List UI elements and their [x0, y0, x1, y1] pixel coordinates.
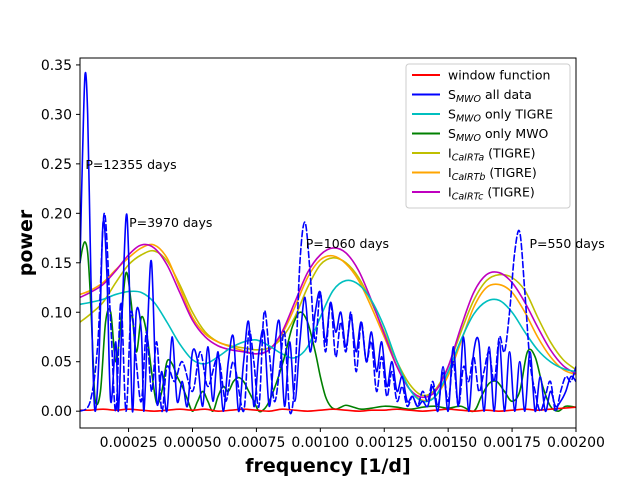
y-tick-label: 0.25 — [41, 157, 72, 173]
series-s-mwo-all-data-dashed — [80, 212, 576, 415]
series-i-cairtb-tigre — [80, 243, 576, 402]
x-tick-label: 0.00025 — [100, 435, 158, 451]
x-tick-label: 0.00050 — [164, 435, 222, 451]
y-tick-label: 0.05 — [41, 355, 72, 371]
series-s-mwo-all-data — [80, 71, 576, 413]
y-axis-label: power — [15, 209, 37, 276]
y-axis: 0.00 0.05 0.10 0.15 0.20 0.25 0.30 0.35 — [41, 58, 80, 420]
y-tick-label: 0.35 — [41, 58, 72, 74]
x-tick-label: 0.00075 — [227, 435, 285, 451]
x-tick-label: 0.00200 — [547, 435, 605, 451]
x-tick-label: 0.00100 — [291, 435, 349, 451]
legend-label: SMWO only MWO — [448, 126, 549, 144]
x-axis-label: frequency [1/d] — [245, 455, 410, 477]
legend-label: SMWO all data — [448, 87, 532, 105]
x-axis: 0.00025 0.00050 0.00075 0.00100 0.00125 0.001… — [100, 428, 605, 451]
legend: window function SMWO all data SMWO only TI… — [405, 63, 571, 209]
y-tick-label: 0.30 — [41, 107, 72, 123]
period-annotation: P=1060 days — [306, 236, 389, 251]
period-annotation: P=550 days — [529, 236, 604, 251]
plot-frame — [79, 57, 577, 429]
series-window-function — [80, 406, 576, 412]
y-tick-label: 0.20 — [41, 206, 72, 222]
legend-box — [405, 63, 571, 209]
x-tick-label: 0.00175 — [483, 435, 541, 451]
series-s-mwo-only-tigre — [80, 279, 576, 403]
series-layer — [80, 71, 576, 415]
annotations: P=12355 days P=3970 days P=1060 days P=550 … — [85, 157, 604, 251]
legend-label: ICaIRTc (TIGRE) — [448, 185, 535, 203]
y-tick-label: 0.15 — [41, 256, 72, 272]
x-tick-label: 0.00150 — [419, 435, 477, 451]
legend-label: ICaIRTb (TIGRE) — [448, 165, 537, 183]
x-tick-label: 0.00125 — [355, 435, 413, 451]
y-tick-label: 0.10 — [41, 305, 72, 321]
legend-label: window function — [448, 68, 550, 83]
legend-label: ICaIRTa (TIGRE) — [448, 146, 536, 164]
period-annotation: P=12355 days — [85, 157, 176, 172]
period-annotation: P=3970 days — [129, 215, 212, 230]
y-tick-label: 0.00 — [41, 404, 72, 420]
series-i-cairtc-tigre — [80, 243, 576, 399]
legend-label: SMWO only TIGRE — [448, 107, 553, 125]
